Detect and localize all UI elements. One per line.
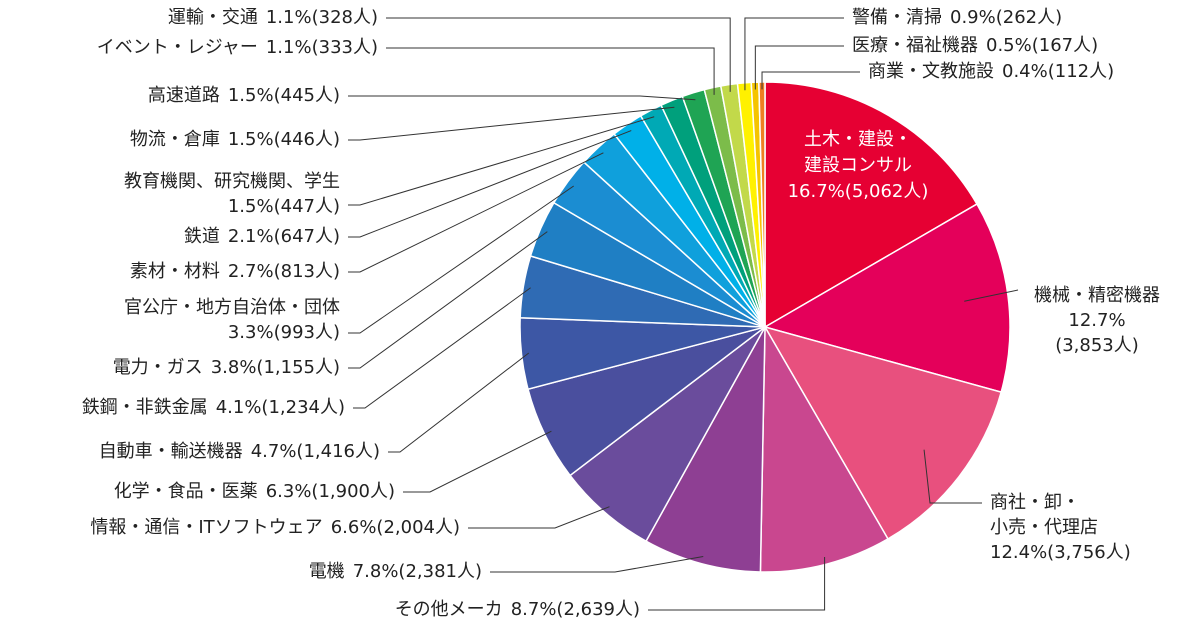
label-line: その他メーカ [395, 599, 503, 620]
label-line: 1.5%(447人) [228, 196, 340, 217]
leader-line [648, 557, 826, 611]
slice-label: 土木・建設・建設コンサル 16.7%(5,062人) [788, 129, 929, 202]
label-line: 3.8%(1,155人) [211, 357, 340, 378]
label-line: 医療・福祉機器 [852, 35, 978, 56]
leader-line [348, 185, 574, 334]
slice-label: 警備・清掃 0.9%(262人) [852, 7, 1062, 28]
leader-line [353, 287, 531, 409]
label-line: 0.4%(112人) [1002, 61, 1114, 82]
label-line: 官公庁・地方自治体・団体 [124, 297, 340, 318]
label-line: 商業・文教施設 [868, 61, 994, 82]
slice-label: 運輸・交通 1.1%(328人) [168, 7, 378, 28]
slice-label: 医療・福祉機器 0.5%(167人) [852, 35, 1098, 56]
label-line: 4.7%(1,416人) [251, 441, 380, 462]
label-line: 2.1%(647人) [228, 226, 340, 247]
leader-line [348, 130, 632, 238]
label-line: 3.3%(993人) [228, 322, 340, 343]
leader-line [744, 17, 844, 91]
leader-line [348, 116, 655, 206]
label-line: 6.3%(1,900人) [266, 481, 395, 502]
label-line: 物流・倉庫 [130, 129, 220, 150]
slice-label: その他メーカ 8.7%(2,639人) [395, 599, 640, 620]
label-line: 2.7%(813人) [228, 261, 340, 282]
label-line: 6.6%(2,004人) [331, 517, 460, 538]
label-line: 16.7%(5,062人) [788, 181, 929, 202]
label-line: 自動車・輸送機器 [99, 441, 243, 462]
leader-line [754, 45, 844, 90]
label-line: 7.8%(2,381人) [353, 561, 482, 582]
leader-line [386, 17, 731, 92]
label-line: 商社・卸・ [990, 492, 1080, 513]
pie-slice [645, 326, 766, 573]
slice-label: 教育機関、研究機関、学生 1.5%(447人) [124, 171, 340, 217]
label-line: 化学・食品・医薬 [114, 481, 258, 502]
leader-line [403, 430, 552, 493]
slice-label: イベント・レジャー 1.1%(333人) [97, 37, 378, 58]
label-line: 1.1%(328人) [266, 7, 378, 28]
pie-slice [764, 81, 978, 329]
label-line: 8.7%(2,639人) [511, 599, 640, 620]
slice-label: 鉄道 2.1%(647人) [184, 226, 340, 247]
slice-label: 鉄鋼・非鉄金属 4.1%(1,234人) [82, 397, 345, 418]
label-line: 土木・建設・ [804, 129, 912, 150]
slice-label: 機械・精密機器 12.7% (3,853人) [1034, 285, 1160, 356]
leader-line [348, 231, 548, 369]
label-line: 教育機関、研究機関、学生 [124, 171, 340, 192]
label-line: 高速道路 [148, 85, 220, 106]
label-line: (3,853人) [1055, 335, 1139, 356]
pie-slice [763, 203, 1011, 394]
slice-label: 電力・ガス 3.8%(1,155人) [113, 357, 340, 378]
label-line: 警備・清掃 [852, 7, 942, 28]
slice-label: 自動車・輸送機器 4.7%(1,416人) [99, 441, 380, 462]
leader-line [348, 152, 604, 273]
slice-label: 商業・文教施設 0.4%(112人) [868, 61, 1114, 82]
label-line: 小売・代理店 [990, 517, 1098, 538]
label-line: 鉄鋼・非鉄金属 [82, 397, 208, 418]
slice-label: 電機 7.8%(2,381人) [309, 561, 482, 582]
label-line: 12.4%(3,756人) [990, 542, 1131, 563]
slice-label: 官公庁・地方自治体・団体 3.3%(993人) [124, 297, 340, 343]
slice-label: 化学・食品・医薬 6.3%(1,900人) [114, 481, 395, 502]
label-line: 電力・ガス [113, 357, 203, 378]
label-line: 情報・通信・ITソフトウェア [90, 517, 322, 538]
leader-line [923, 449, 982, 504]
label-line: 1.1%(333人) [266, 37, 378, 58]
label-line: 鉄道 [184, 226, 220, 247]
slice-label: 情報・通信・ITソフトウェア 6.6%(2,004人) [90, 517, 460, 538]
label-line: 運輸・交通 [168, 7, 258, 28]
leader-line [964, 289, 1019, 302]
leader-line [490, 555, 704, 573]
slice-label: 物流・倉庫 1.5%(446人) [130, 129, 340, 150]
label-line: 12.7% [1068, 310, 1125, 331]
label-line: 1.5%(445人) [228, 85, 340, 106]
leader-line [386, 47, 715, 95]
slice-label: 高速道路 1.5%(445人) [148, 85, 340, 106]
pie-slice [759, 324, 889, 573]
label-line: 0.9%(262人) [950, 7, 1062, 28]
label-line: 建設コンサル [804, 155, 912, 176]
leader-line [468, 506, 610, 529]
label-line: 電機 [309, 561, 345, 582]
label-line: 0.5%(167人) [986, 35, 1098, 56]
label-line: 機械・精密機器 [1034, 285, 1160, 306]
label-line: 素材・材料 [130, 261, 220, 282]
slice-label: 商社・卸・小売・代理店 12.4%(3,756人) [990, 492, 1131, 563]
leader-line [761, 71, 860, 90]
label-line: 1.5%(446人) [228, 129, 340, 150]
pie-slice [763, 325, 1003, 540]
leader-line [388, 352, 530, 453]
slice-label: 素材・材料 2.7%(813人) [130, 261, 340, 282]
leader-line [348, 106, 675, 141]
leader-line [348, 95, 696, 101]
label-line: イベント・レジャー [97, 37, 258, 58]
label-line: 4.1%(1,234人) [216, 397, 345, 418]
